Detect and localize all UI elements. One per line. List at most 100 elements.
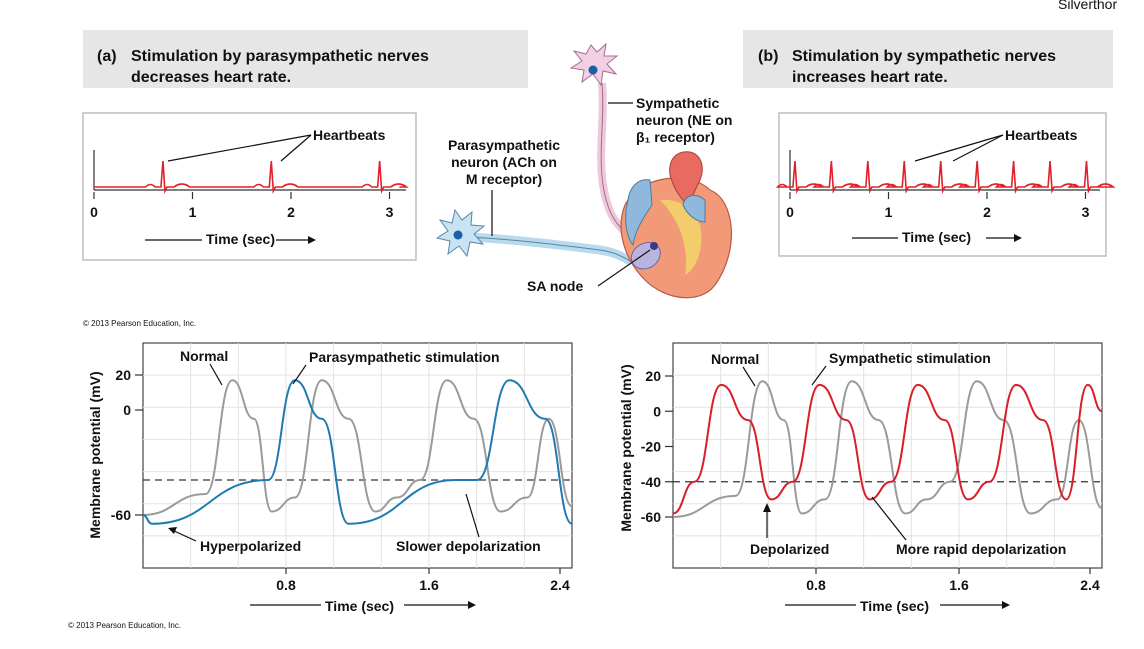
chart-a-annot-stim-leader [292, 364, 307, 385]
ecg-b-tick-label-3: 3 [1082, 204, 1090, 220]
chart-b-arrowhead [1002, 601, 1010, 609]
ecg-a-tick-label-1: 1 [189, 204, 197, 220]
chart-b-ytick-label-2: -20 [641, 439, 661, 455]
panel-b-title-band [743, 30, 1113, 88]
chart-b-annot-rapid: More rapid depolarization [896, 541, 1066, 557]
parasympathetic-label-line1: Parasympathetic [448, 137, 560, 153]
chart-b-annot-depolarized: Depolarized [750, 541, 829, 557]
chart-b-annot-stim-leader [811, 365, 827, 386]
chart-b-xtick-label-2: 2.4 [1080, 577, 1100, 593]
chart-a-frame [142, 342, 573, 569]
chart-b-ytick-label-4: -60 [641, 509, 661, 525]
chart-a-series-parasympathetic [142, 379, 573, 525]
chart-b-xtick-label-1: 1.6 [949, 577, 969, 593]
chart-a-ytick-label-0: 20 [115, 367, 131, 383]
chart-b-xtick-label-0: 0.8 [806, 577, 826, 593]
ecg-a-leader-1 [167, 134, 312, 162]
ecg-b-heartbeats-label: Heartbeats [1005, 127, 1078, 143]
chart-b-series-sympathetic [672, 383, 1103, 515]
chart-b-annot-normal-leader [742, 366, 756, 387]
chart-a-arrowhead [468, 601, 476, 609]
chart-a-annot-normal: Normal [180, 348, 228, 364]
panel-b-title-line1: Stimulation by sympathetic nerves [792, 48, 1056, 65]
ecg-a-tick-label-2: 2 [287, 204, 295, 220]
chart-a-annot-slower-leader [465, 493, 480, 538]
chart-a-ytick-label-1: 0 [123, 402, 131, 418]
ecg-panel-b: 0 1 2 3 Heartbeats Time (sec) [775, 112, 1116, 257]
chart-b-ytick-label-1: 0 [653, 403, 661, 419]
sympathetic-nucleus-icon [588, 65, 598, 75]
ecg-a-ticks: 0 1 2 3 [90, 192, 394, 220]
sympathetic-axon [597, 82, 628, 235]
ecg-b-xlabel: Time (sec) [902, 229, 971, 245]
sympathetic-label-line1: Sympathetic [636, 95, 719, 111]
chart-b-frame [672, 342, 1103, 569]
chart-a-xlabel: Time (sec) [325, 598, 394, 614]
parasympathetic-label-line3: M receptor) [466, 171, 542, 187]
copyright-top: © 2013 Pearson Education, Inc. [83, 319, 196, 328]
chart-b-annot-stim: Sympathetic stimulation [829, 350, 991, 366]
sa-node-label: SA node [527, 278, 583, 294]
chart-a-grid [143, 343, 572, 568]
pulmonary-artery-icon [682, 194, 706, 223]
chart-a-annot-stim: Parasympathetic stimulation [309, 349, 500, 365]
sa-node-icon [650, 242, 658, 250]
chart-b-annot-normal: Normal [711, 351, 759, 367]
chart-b-series-normal [672, 380, 1103, 518]
panel-a-title-line2: decreases heart rate. [131, 69, 291, 86]
ecg-a-arrowhead [308, 236, 316, 244]
chart-a-xtick-label-0: 0.8 [276, 577, 296, 593]
sympathetic-neuron-body-icon [569, 42, 619, 87]
ecg-b-tick-label-0: 0 [786, 204, 794, 220]
chart-a-xticks: 0.8 1.6 2.4 [276, 568, 570, 593]
ecg-a-tick-label-0: 0 [90, 204, 98, 220]
ecg-b-tick-label-1: 1 [885, 204, 893, 220]
chart-b-yticks: 20 0 -20 -40 -60 [641, 368, 673, 525]
chart-a-annot-hyperpolarized-arrowhead [168, 527, 177, 534]
parasympathetic-label-line2: neuron (ACh on [451, 154, 557, 170]
parasympathetic-axon-outline [469, 236, 633, 263]
ecg-b-tick-label-2: 2 [983, 204, 991, 220]
ecg-b-ticks: 0 1 2 3 [786, 192, 1090, 220]
ecg-b-leader-1 [914, 134, 1004, 162]
ecg-b-leader-2 [952, 134, 1004, 162]
chart-b-ytick-label-0: 20 [645, 368, 661, 384]
parasympathetic-axon [469, 232, 635, 266]
sympathetic-label-line3: β₁ receptor) [636, 129, 715, 145]
ecg-panel-a: 0 1 2 3 Heartbeats Time (sec) [82, 112, 417, 261]
chart-b-xticks: 0.8 1.6 2.4 [806, 568, 1100, 593]
heart-illustration [435, 42, 733, 299]
chart-a-ylabel: Membrane potential (mV) [87, 371, 103, 538]
corner-text: Silverthor [1058, 0, 1117, 12]
heart-fat-icon [660, 199, 702, 275]
chart-a-annot-hyperpolarized-leader [171, 529, 197, 542]
copyright-bottom: © 2013 Pearson Education, Inc. [68, 621, 181, 630]
sympathetic-label-line2: neuron (NE on [636, 112, 732, 128]
panel-a-title-line1: Stimulation by parasympathetic nerves [131, 48, 429, 65]
ecg-a-heartbeats-label: Heartbeats [313, 127, 386, 143]
chart-parasympathetic: 20 0 -60 0.8 1.6 2.4 Membrane potential (mV)… [87, 342, 573, 614]
ecg-a-xlabel: Time (sec) [206, 231, 275, 247]
sympathetic-axon-outline [600, 82, 626, 233]
chart-b-xlabel: Time (sec) [860, 598, 929, 614]
chart-a-annot-normal-leader [209, 363, 223, 386]
sa-node-leader [597, 249, 651, 287]
chart-sympathetic: 20 0 -20 -40 -60 0.8 1.6 2.4 Membrane potentia… [618, 342, 1103, 614]
parasympathetic-nucleus-icon [453, 230, 463, 240]
ecg-b-trace [775, 160, 1116, 194]
panel-b-letter: (b) [758, 48, 778, 65]
ecg-a-trace [94, 160, 409, 194]
chart-a-annot-slower: Slower depolarization [396, 538, 541, 554]
chart-a-annot-hyperpolarized: Hyperpolarized [200, 538, 301, 554]
chart-b-annot-depolarized-arrowhead [763, 503, 771, 512]
ecg-a-tick-label-3: 3 [386, 204, 394, 220]
ecg-b-arrowhead [1014, 234, 1022, 242]
chart-a-xtick-label-2: 2.4 [550, 577, 570, 593]
aorta-icon [669, 151, 703, 206]
chart-b-ytick-label-3: -40 [641, 474, 661, 490]
chart-a-series-normal [142, 379, 573, 516]
chart-b-ylabel: Membrane potential (mV) [618, 364, 634, 531]
panel-a-letter: (a) [97, 48, 117, 65]
ecg-a-leader-2 [280, 134, 312, 162]
